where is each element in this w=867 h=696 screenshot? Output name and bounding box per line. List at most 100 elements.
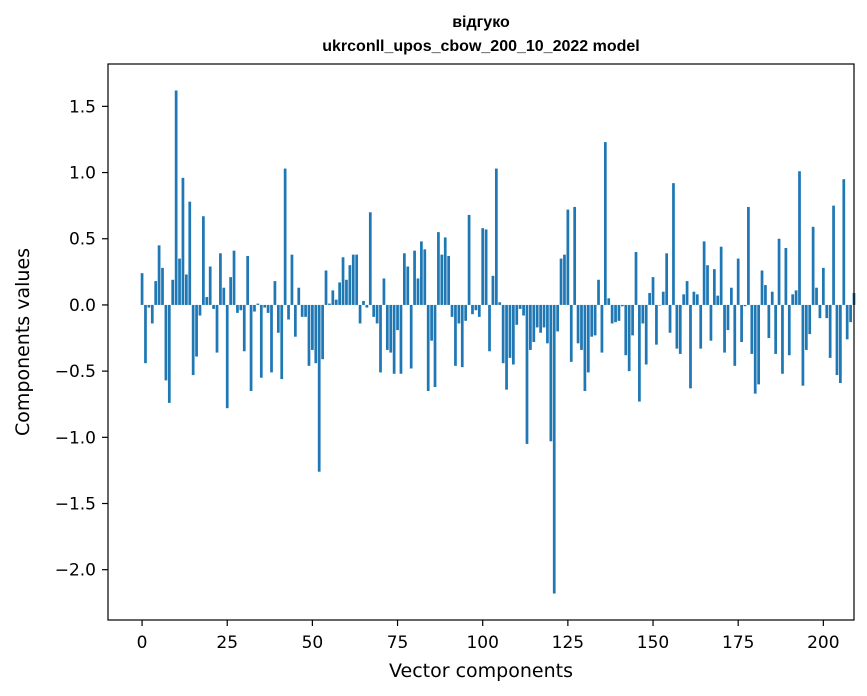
bar-98	[474, 304, 478, 311]
bar-175	[736, 258, 740, 305]
bar-84	[426, 304, 430, 391]
bar-189	[784, 248, 788, 305]
bar-200	[821, 267, 825, 305]
bar-88	[440, 254, 444, 305]
bar-143	[627, 304, 631, 372]
x-tick-label: 75	[387, 633, 409, 653]
bar-128	[576, 304, 580, 344]
bar-25	[225, 304, 229, 409]
bar-44	[290, 254, 294, 305]
bar-101	[484, 229, 488, 305]
bar-66	[365, 304, 369, 308]
bar-136	[603, 142, 607, 305]
bar-89	[443, 237, 447, 305]
bar-167	[709, 304, 713, 341]
bar-122	[556, 304, 560, 332]
bar-18	[202, 216, 205, 305]
bar-172	[726, 304, 730, 331]
bar-95	[464, 304, 468, 321]
y-tick-label: −0.5	[55, 362, 96, 382]
bar-170	[719, 246, 723, 305]
bar-28	[236, 304, 239, 313]
bar-71	[382, 278, 386, 305]
bar-108	[508, 304, 512, 358]
bar-97	[471, 304, 474, 315]
bar-178	[747, 206, 750, 305]
bar-43	[287, 304, 290, 320]
bar-14	[188, 201, 192, 305]
bar-180	[753, 304, 757, 394]
bar-109	[512, 304, 515, 365]
y-axis-label: Components values	[12, 248, 34, 436]
bar-0	[140, 273, 144, 305]
bar-15	[191, 304, 195, 376]
x-axis-ticks: 0 25 50 75 100 125 150 175 200	[137, 620, 840, 653]
y-tick-label: 0.5	[69, 230, 96, 250]
bar-115	[532, 304, 536, 342]
bar-207	[845, 304, 849, 340]
bar-42	[283, 168, 287, 305]
bar-76	[399, 304, 403, 374]
bar-135	[600, 304, 604, 353]
bar-188	[781, 304, 784, 374]
bar-19	[205, 296, 209, 305]
bar-12	[181, 177, 185, 305]
bar-199	[818, 304, 822, 319]
plot-frame	[107, 63, 855, 621]
bar-125	[566, 209, 570, 305]
bar-107	[505, 304, 508, 390]
bar-29	[239, 304, 243, 311]
bar-87	[437, 232, 440, 305]
bar-102	[488, 304, 491, 352]
bar-8	[167, 304, 171, 403]
bar-140	[617, 304, 621, 321]
bar-86	[433, 304, 437, 388]
bar-118	[542, 304, 546, 328]
bar-197	[811, 226, 815, 305]
bar-92	[454, 304, 457, 366]
bar-56	[331, 290, 335, 305]
bar-201	[825, 304, 829, 319]
bar-120	[549, 304, 553, 442]
bar-45	[293, 304, 297, 337]
chart-title-line2: ukrconll_upos_cbow_200_10_2022 model	[322, 38, 639, 55]
bar-23	[219, 253, 222, 305]
bar-7	[164, 304, 168, 381]
bar-2	[147, 304, 151, 308]
bar-174	[733, 304, 737, 366]
bar-126	[569, 304, 573, 362]
bar-113	[525, 304, 529, 444]
bar-1	[144, 304, 147, 364]
bar-93	[457, 304, 461, 324]
bar-57	[334, 299, 338, 305]
bar-148	[644, 304, 648, 365]
bar-34	[256, 303, 260, 305]
bar-37	[266, 304, 270, 313]
bar-162	[692, 291, 696, 305]
bar-67	[368, 212, 372, 305]
bar-74	[392, 304, 396, 374]
bar-26	[229, 277, 232, 305]
bar-173	[730, 287, 733, 305]
chart-title-line1: відгуко	[452, 14, 510, 31]
bar-177	[743, 304, 747, 307]
bar-191	[791, 294, 795, 305]
y-tick-label: −1.5	[55, 495, 96, 515]
bar-187	[777, 238, 781, 305]
bar-62	[351, 254, 355, 305]
bar-139	[614, 304, 617, 323]
bar-20	[208, 266, 212, 305]
bar-146	[638, 304, 641, 402]
bar-119	[546, 304, 549, 344]
x-tick-label: 25	[216, 633, 238, 653]
x-tick-label: 50	[302, 633, 324, 653]
bar-17	[198, 304, 202, 316]
x-tick-label: 200	[807, 633, 839, 653]
bar-4	[154, 281, 158, 305]
bar-6	[161, 267, 164, 305]
bar-31	[246, 255, 250, 305]
bar-206	[842, 179, 846, 305]
bar-145	[634, 251, 638, 305]
bar-165	[702, 241, 706, 305]
bar-198	[815, 287, 818, 305]
